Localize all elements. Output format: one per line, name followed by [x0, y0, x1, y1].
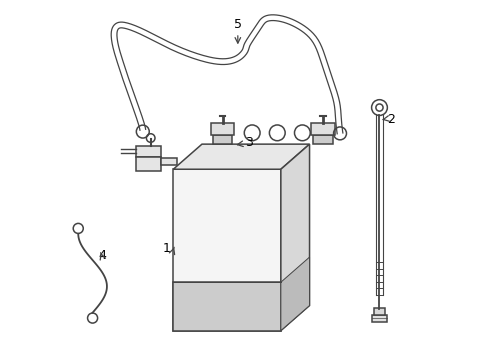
- Polygon shape: [211, 123, 234, 135]
- Bar: [161, 158, 177, 165]
- Polygon shape: [313, 135, 333, 144]
- Polygon shape: [173, 144, 310, 169]
- Polygon shape: [371, 315, 388, 321]
- Polygon shape: [173, 282, 281, 330]
- Polygon shape: [281, 144, 310, 330]
- Bar: [136, 157, 161, 171]
- Text: 4: 4: [98, 249, 106, 262]
- Text: 3: 3: [245, 136, 253, 149]
- Bar: [136, 146, 161, 157]
- Text: 1: 1: [163, 242, 171, 255]
- Text: 5: 5: [234, 18, 242, 31]
- Polygon shape: [281, 257, 310, 330]
- Polygon shape: [213, 135, 232, 144]
- Polygon shape: [311, 123, 335, 135]
- Polygon shape: [374, 308, 385, 315]
- Text: 2: 2: [387, 113, 394, 126]
- Bar: [173, 169, 281, 330]
